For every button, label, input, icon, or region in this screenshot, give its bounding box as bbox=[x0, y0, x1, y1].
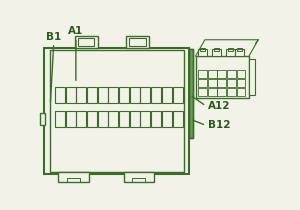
Bar bbox=[189, 49, 193, 138]
Bar bbox=[129, 38, 146, 46]
Bar bbox=[151, 87, 161, 103]
Bar bbox=[108, 111, 118, 127]
Bar bbox=[119, 87, 129, 103]
Bar bbox=[50, 50, 184, 172]
Bar bbox=[236, 88, 245, 96]
Bar bbox=[212, 49, 221, 56]
Bar bbox=[66, 87, 76, 103]
Bar bbox=[66, 111, 76, 127]
Bar bbox=[208, 79, 217, 87]
Bar bbox=[87, 111, 97, 127]
Bar bbox=[237, 48, 242, 51]
Bar bbox=[208, 88, 217, 96]
Bar bbox=[200, 48, 205, 51]
Bar bbox=[228, 48, 233, 51]
Bar bbox=[76, 111, 86, 127]
Bar bbox=[126, 36, 149, 48]
Bar bbox=[198, 49, 207, 56]
Bar bbox=[87, 87, 97, 103]
Bar bbox=[198, 70, 207, 78]
Bar bbox=[189, 49, 193, 138]
Bar bbox=[132, 178, 145, 182]
Bar bbox=[55, 111, 65, 127]
Bar bbox=[162, 87, 172, 103]
Bar bbox=[218, 79, 226, 87]
Bar bbox=[40, 113, 45, 125]
Bar bbox=[235, 49, 244, 56]
Bar bbox=[196, 56, 249, 98]
Bar bbox=[98, 111, 108, 127]
Bar bbox=[55, 87, 65, 103]
Bar bbox=[130, 111, 140, 127]
Bar bbox=[227, 88, 236, 96]
Bar bbox=[198, 88, 207, 96]
Bar bbox=[218, 70, 226, 78]
Bar bbox=[140, 87, 151, 103]
Bar bbox=[236, 70, 245, 78]
Bar bbox=[226, 49, 235, 56]
Bar bbox=[76, 87, 86, 103]
Bar bbox=[227, 70, 236, 78]
Text: B1: B1 bbox=[46, 32, 62, 42]
Bar bbox=[108, 87, 118, 103]
Bar bbox=[140, 111, 151, 127]
Text: A1: A1 bbox=[68, 26, 83, 36]
Bar bbox=[227, 79, 236, 87]
Bar bbox=[236, 79, 245, 87]
Bar bbox=[67, 178, 80, 182]
Bar bbox=[198, 79, 207, 87]
Bar bbox=[172, 111, 183, 127]
Bar bbox=[78, 38, 94, 46]
Bar bbox=[218, 88, 226, 96]
Bar bbox=[162, 111, 172, 127]
Bar bbox=[124, 172, 154, 182]
Bar bbox=[75, 36, 98, 48]
Bar bbox=[208, 70, 217, 78]
Bar bbox=[98, 87, 108, 103]
Bar bbox=[119, 111, 129, 127]
Bar bbox=[130, 87, 140, 103]
Bar bbox=[151, 111, 161, 127]
Bar bbox=[249, 59, 255, 95]
Bar bbox=[44, 48, 189, 174]
Bar bbox=[214, 48, 219, 51]
Bar bbox=[172, 87, 183, 103]
Text: B12: B12 bbox=[208, 121, 231, 130]
Text: A12: A12 bbox=[208, 101, 231, 111]
Bar bbox=[58, 172, 89, 182]
